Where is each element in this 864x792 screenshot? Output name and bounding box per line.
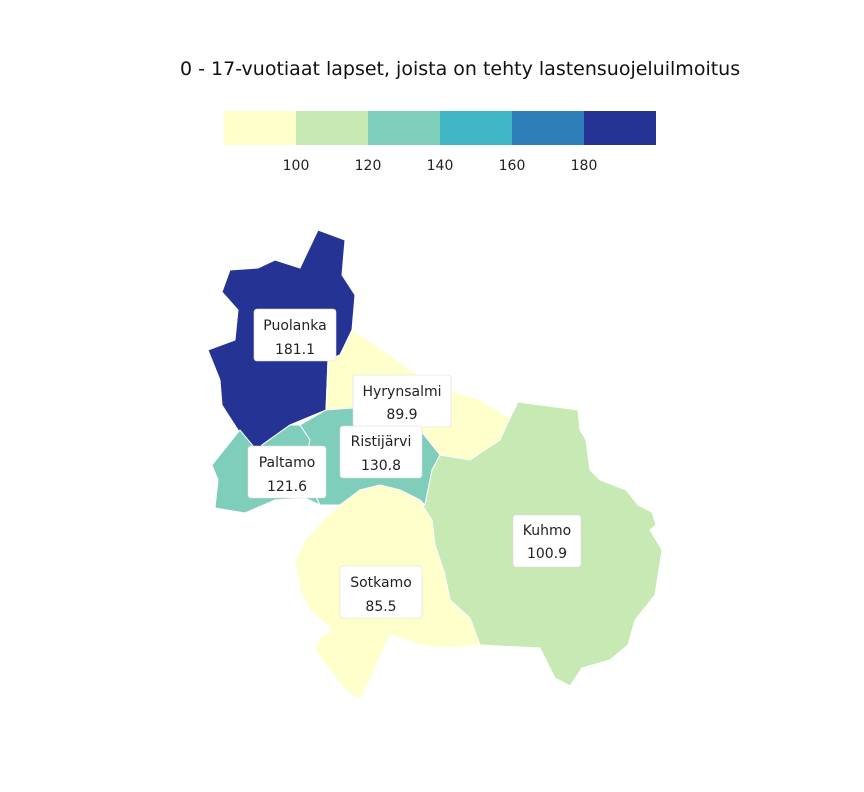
region-name: Sotkamo	[350, 575, 412, 591]
legend-swatch	[296, 111, 368, 145]
region-value: 100.9	[527, 546, 567, 562]
label-box	[253, 308, 337, 362]
region-value: 130.8	[361, 458, 401, 474]
region-label-kuhmo: Kuhmo 100.9	[512, 514, 582, 568]
legend-tick-label: 160	[499, 158, 526, 174]
legend-swatch	[584, 111, 656, 145]
map-title: 0 - 17-vuotiaat lapset, joista on tehty …	[180, 58, 741, 80]
legend-swatch	[512, 111, 584, 145]
region-value: 85.5	[365, 599, 396, 615]
legend-tick-label: 140	[427, 158, 454, 174]
legend-swatch	[368, 111, 440, 145]
region-label-paltamo: Paltamo 121.6	[247, 445, 327, 499]
region-label-hyrynsalmi: Hyrynsalmi 89.9	[352, 374, 452, 428]
region-name: Kuhmo	[523, 523, 571, 539]
region-name: Ristijärvi	[351, 434, 412, 450]
legend-tick-label: 100	[283, 158, 310, 174]
region-value: 89.9	[386, 407, 417, 423]
region-value: 181.1	[275, 342, 315, 358]
label-box	[339, 425, 423, 479]
region-label-ristijarvi: Ristijärvi 130.8	[339, 425, 423, 479]
region-name: Paltamo	[259, 455, 316, 471]
region-name: Hyrynsalmi	[362, 384, 441, 400]
region-label-puolanka: Puolanka 181.1	[253, 308, 337, 362]
label-box	[339, 565, 423, 619]
legend-tick-label: 120	[355, 158, 382, 174]
legend-swatch	[224, 111, 296, 145]
legend-swatch	[440, 111, 512, 145]
legend-tick-label: 180	[571, 158, 598, 174]
region-value: 121.6	[267, 479, 307, 495]
region-label-sotkamo: Sotkamo 85.5	[339, 565, 423, 619]
region-name: Puolanka	[263, 318, 326, 334]
label-box	[247, 445, 327, 499]
color-legend: 100 120 140 160 180	[224, 111, 656, 174]
label-box	[512, 514, 582, 568]
